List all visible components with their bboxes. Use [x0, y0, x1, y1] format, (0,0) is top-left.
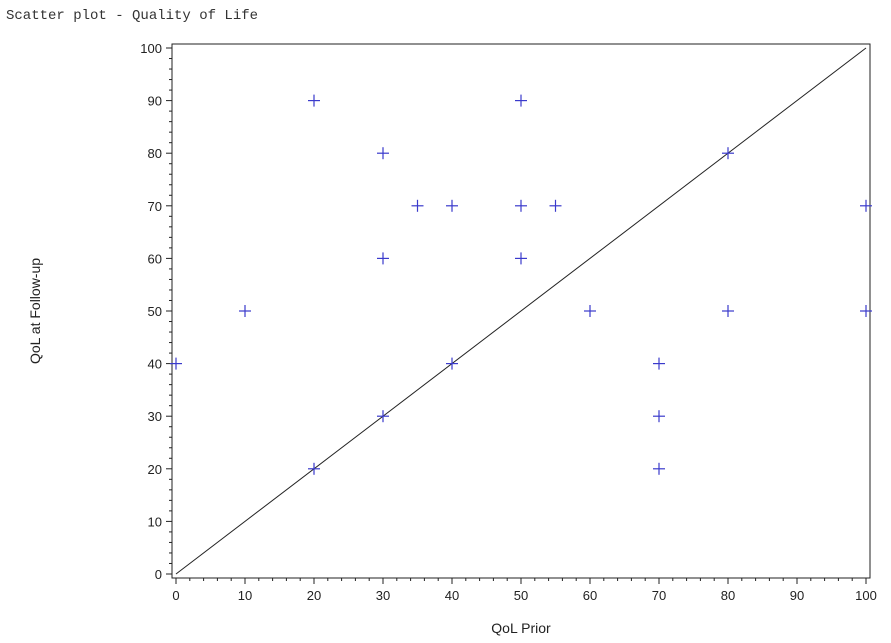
- data-point: [860, 305, 872, 317]
- y-tick-label: 80: [148, 146, 162, 161]
- data-point: [860, 199, 872, 212]
- chart-title: Scatter plot - Quality of Life: [6, 8, 259, 24]
- y-axis-label: QoL at Follow-up: [27, 258, 43, 364]
- reference-line: [175, 47, 867, 575]
- y-tick-label: 0: [155, 567, 162, 582]
- x-tick-label: 0: [172, 588, 179, 603]
- y-tick-label: 60: [148, 251, 162, 266]
- x-axis-ticks: 0 10 20 30 40 50 60 70 80 90 100: [172, 578, 877, 603]
- data-point: [411, 199, 424, 212]
- x-tick-label: 30: [376, 588, 390, 603]
- data-point: [515, 252, 527, 265]
- data-point: [377, 147, 389, 160]
- y-tick-label: 90: [148, 94, 162, 109]
- x-tick-label: 40: [445, 588, 459, 603]
- data-point: [722, 305, 734, 317]
- data-point: [446, 357, 458, 370]
- data-point: [653, 410, 665, 423]
- data-point: [515, 199, 527, 212]
- y-tick-label: 70: [148, 199, 162, 214]
- data-point: [239, 305, 251, 317]
- data-point: [515, 94, 527, 107]
- data-point: [584, 305, 596, 317]
- data-point: [170, 357, 182, 370]
- x-tick-label: 50: [514, 588, 528, 603]
- data-point: [722, 147, 734, 160]
- data-point: [446, 199, 458, 212]
- minor-ticks: [169, 58, 853, 581]
- data-point: [653, 357, 665, 370]
- x-tick-label: 60: [583, 588, 597, 603]
- x-axis-label: QoL Prior: [491, 620, 551, 636]
- x-tick-label: 80: [721, 588, 735, 603]
- y-tick-label: 30: [148, 409, 162, 424]
- y-tick-label: 50: [148, 304, 162, 319]
- y-axis-ticks: 0 10 20 30 40 50 60 70 80 90 100: [140, 41, 172, 582]
- data-point: [308, 462, 320, 475]
- data-point: [549, 199, 562, 212]
- x-tick-label: 10: [238, 588, 252, 603]
- y-tick-label: 40: [148, 357, 162, 372]
- data-point: [377, 410, 389, 423]
- data-point: [653, 462, 665, 475]
- y-tick-label: 20: [148, 462, 162, 477]
- x-tick-label: 70: [652, 588, 666, 603]
- x-tick-label: 90: [790, 588, 804, 603]
- x-tick-label: 20: [307, 588, 321, 603]
- y-tick-label: 10: [148, 514, 162, 529]
- y-tick-label: 100: [140, 41, 162, 56]
- x-tick-label: 100: [855, 588, 877, 603]
- data-points: [170, 94, 872, 475]
- data-point: [377, 252, 389, 265]
- data-point: [308, 94, 320, 107]
